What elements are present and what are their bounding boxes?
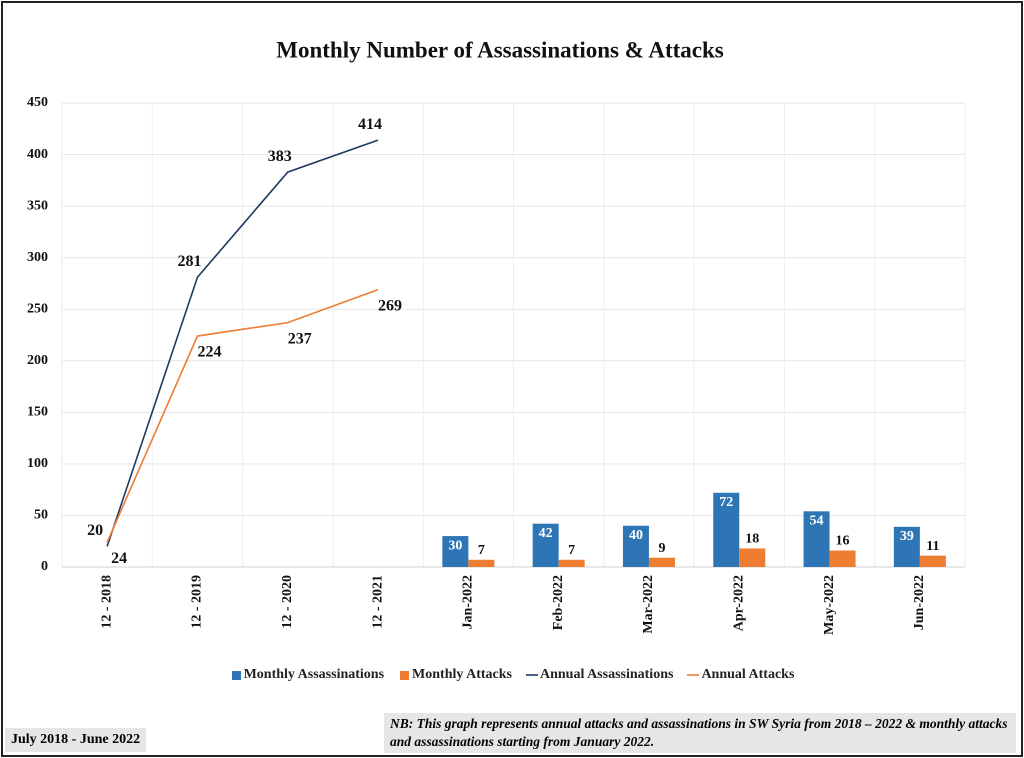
bar xyxy=(468,559,495,567)
data-label: 72 xyxy=(719,495,733,510)
data-label: 40 xyxy=(629,528,643,543)
data-label: 7 xyxy=(568,543,575,558)
legend-marker xyxy=(231,671,241,680)
legend: Monthly Assassinations Monthly Attacks Ann… xyxy=(0,667,1024,683)
data-label: 9 xyxy=(658,541,665,556)
legend-label: Monthly Assassinations xyxy=(243,667,385,682)
bar xyxy=(803,511,830,567)
data-label: 269 xyxy=(378,297,402,314)
x-tick-label: Jan-2022 xyxy=(461,575,476,629)
y-tick-label: 350 xyxy=(27,198,48,213)
bar xyxy=(442,536,469,567)
x-tick-label: 12 - 2020 xyxy=(280,575,295,629)
line xyxy=(106,139,379,547)
line xyxy=(106,288,379,543)
legend-item: Annual Attacks xyxy=(687,667,794,683)
bar xyxy=(648,557,675,567)
data-label: 18 xyxy=(745,532,759,547)
chart-title: Monthly Number of Assassinations & Attac… xyxy=(276,37,724,62)
bar xyxy=(532,523,559,567)
bar xyxy=(558,559,585,567)
x-tick-label: May-2022 xyxy=(822,575,837,635)
y-tick-label: 250 xyxy=(27,301,48,316)
note: NB: This graph represents annual attacks… xyxy=(384,713,1016,753)
data-label: 39 xyxy=(900,529,914,544)
y-tick-label: 150 xyxy=(27,405,48,420)
legend-swatch xyxy=(525,674,538,676)
legend-item: Annual Assassinations xyxy=(525,667,674,683)
data-label: 30 xyxy=(448,538,462,553)
data-label: 237 xyxy=(288,330,312,347)
y-tick-label: 0 xyxy=(41,559,48,574)
x-tick-label: Jun-2022 xyxy=(912,575,927,630)
data-label: 24 xyxy=(111,550,127,567)
data-label: 224 xyxy=(197,344,221,361)
y-tick-label: 200 xyxy=(27,353,48,368)
bar xyxy=(739,548,766,567)
x-tick-label: 12 - 2021 xyxy=(370,575,385,629)
legend-label: Annual Assassinations xyxy=(539,667,674,682)
y-tick-label: 450 xyxy=(27,95,48,110)
legend-label: Annual Attacks xyxy=(701,667,795,682)
legend-swatch xyxy=(687,674,700,676)
x-tick-label: 12 - 2018 xyxy=(99,575,114,629)
legend-item: Monthly Attacks xyxy=(398,667,512,683)
y-tick-label: 300 xyxy=(27,250,48,265)
data-label: 42 xyxy=(539,526,553,541)
x-tick-label: 12 - 2019 xyxy=(190,575,205,629)
bar xyxy=(622,525,649,567)
legend-label: Monthly Attacks xyxy=(412,667,512,682)
x-tick-label: Apr-2022 xyxy=(731,575,746,631)
x-tick-label: Mar-2022 xyxy=(641,575,656,634)
data-label: 414 xyxy=(358,116,382,133)
period-note: July 2018 - June 2022 xyxy=(5,728,147,752)
data-label: 281 xyxy=(177,253,201,270)
legend-swatch xyxy=(231,671,241,680)
data-label: 7 xyxy=(478,543,485,558)
bar xyxy=(829,550,856,567)
legend-swatch xyxy=(400,671,410,680)
x-tick-label: Feb-2022 xyxy=(551,575,566,630)
data-label: 16 xyxy=(836,534,850,549)
legend-item: Monthly Assassinations xyxy=(230,667,384,683)
bar xyxy=(919,555,946,567)
data-label: 20 xyxy=(87,522,103,539)
bar xyxy=(893,526,920,567)
legend-marker xyxy=(400,671,410,680)
data-label: 383 xyxy=(268,148,292,165)
y-tick-label: 100 xyxy=(27,456,48,471)
bar xyxy=(713,492,740,567)
y-tick-label: 50 xyxy=(34,508,48,523)
data-label: 11 xyxy=(926,539,939,554)
y-tick-label: 400 xyxy=(27,147,48,162)
data-label: 54 xyxy=(810,514,824,529)
